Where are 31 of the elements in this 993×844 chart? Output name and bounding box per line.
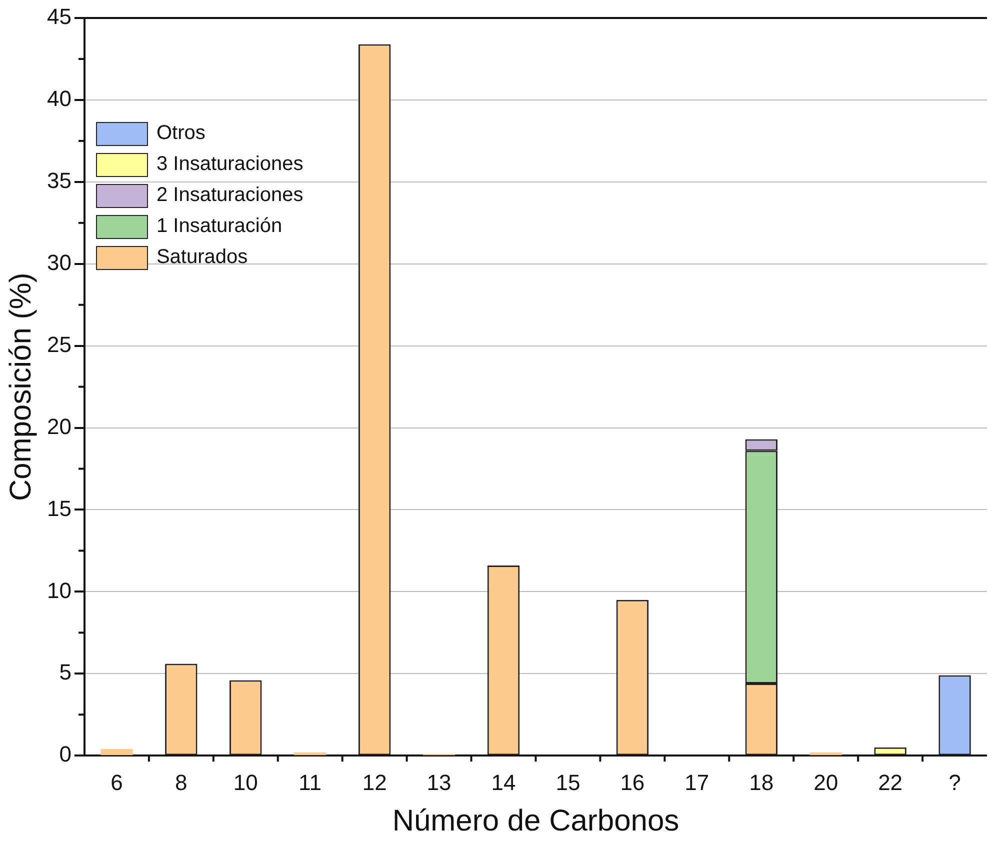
x-tick-label: 6 — [110, 770, 123, 795]
y-tick-label: 40 — [46, 86, 72, 112]
legend-label: Saturados — [156, 246, 248, 269]
y-tick-label: 15 — [46, 496, 72, 521]
y-tick-label: 30 — [46, 250, 72, 275]
x-tick-label: 18 — [749, 770, 774, 795]
legend-label: Otros — [156, 122, 206, 145]
y-tick-label: 5 — [59, 660, 72, 685]
x-tick-label: 12 — [362, 770, 387, 795]
y-tick-label: 0 — [59, 742, 72, 767]
y-tick-label: 25 — [46, 332, 72, 357]
x-tick-label: ? — [948, 770, 961, 795]
x-tick-label: 14 — [491, 770, 516, 795]
legend-label: 3 Insaturaciones — [156, 153, 304, 176]
x-tick-label: 17 — [684, 770, 710, 795]
y-axis-title: Composición (%) — [4, 272, 38, 502]
x-tick-label: 22 — [878, 770, 903, 795]
legend-label: 1 Insaturación — [156, 215, 282, 238]
y-tick-label: 10 — [46, 578, 72, 603]
x-tick-label: 15 — [556, 770, 580, 795]
y-tick-label: 45 — [46, 4, 72, 30]
legend-label: 2 Insaturaciones — [156, 184, 304, 207]
x-tick-label: 16 — [620, 770, 645, 795]
x-tick-label: 13 — [426, 770, 452, 795]
x-tick-label: 10 — [233, 770, 258, 795]
x-tick-label: 8 — [175, 770, 188, 795]
x-axis-title: Número de Carbonos — [392, 804, 680, 838]
x-tick-label: 11 — [298, 770, 322, 795]
x-tick-label: 20 — [814, 770, 838, 795]
y-tick-label: 20 — [46, 414, 72, 439]
y-tick-label: 35 — [46, 168, 72, 193]
